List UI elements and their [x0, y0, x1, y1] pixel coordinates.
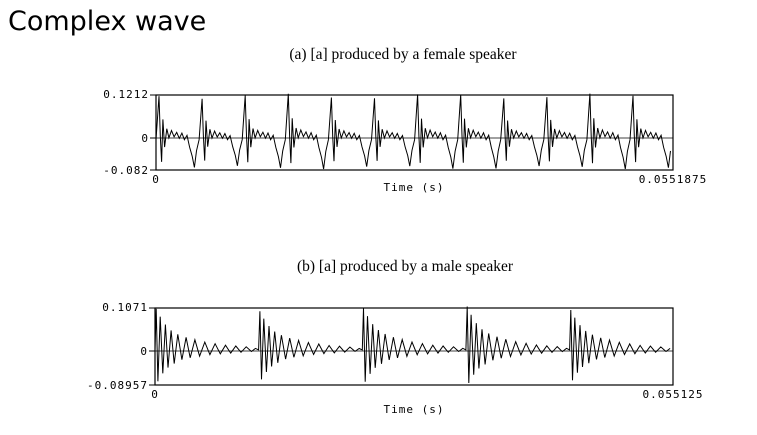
chart-a-title: (a) [a] produced by a female speaker — [289, 46, 517, 63]
chart-b-ytick-label-max: 0.1071 — [102, 301, 148, 314]
chart-b-ytick-label-zero: 0 — [140, 345, 148, 358]
chart-a-ytick-label-min: -0.082 — [103, 164, 149, 177]
chart-b-ytick-label-min: -0.08957 — [87, 379, 148, 392]
chart-b-xtick-label-start: 0 — [151, 388, 159, 401]
chart-a-series-waveform — [155, 93, 671, 170]
chart-b-xlabel: Time (s) — [384, 403, 445, 416]
chart-a-plot-frame — [155, 94, 674, 171]
chart-a-ytick-label-zero: 0 — [141, 132, 149, 145]
chart-a-xtick-label-end: 0.0551875 — [639, 173, 708, 186]
chart-b: (b) [a] produced by a male speaker 0.107… — [87, 258, 704, 416]
chart-b-xtick-label-end: 0.055125 — [643, 388, 704, 401]
chart-a-ytick-label-max: 0.1212 — [103, 88, 149, 101]
slide-title: Complex wave — [8, 6, 207, 37]
chart-a-xlabel: Time (s) — [384, 181, 445, 194]
chart-b-title: (b) [a] produced by a male speaker — [297, 258, 514, 275]
chart-a-xtick-label-start: 0 — [152, 173, 160, 186]
chart-b-series-waveform — [154, 306, 671, 384]
chart-a: (a) [a] produced by a female speaker 0.1… — [103, 46, 708, 194]
